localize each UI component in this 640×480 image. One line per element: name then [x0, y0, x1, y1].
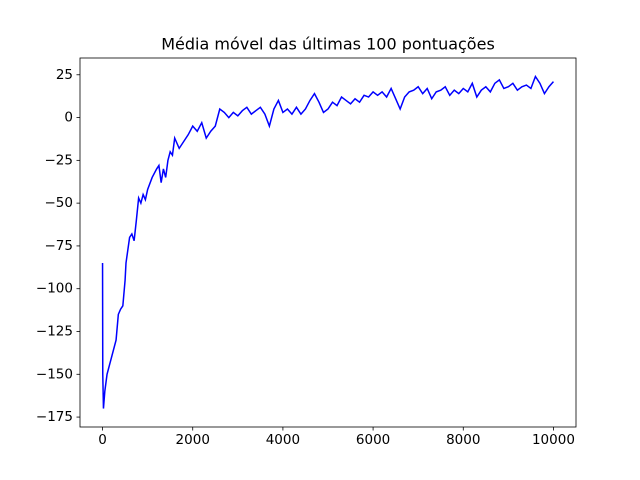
x-tick-label: 2000: [176, 432, 210, 448]
y-tick-label: 0: [64, 110, 73, 126]
y-tick-label: −75: [45, 238, 74, 254]
y-tick-label: −125: [36, 323, 73, 339]
y-tick-label: −25: [45, 152, 74, 168]
x-tick-label: 4000: [266, 432, 300, 448]
x-tick-label: 0: [98, 432, 107, 448]
y-tick-label: −175: [36, 409, 73, 425]
y-tick-label: −50: [45, 195, 74, 211]
x-tick-label: 10000: [532, 432, 575, 448]
x-tick-label: 8000: [446, 432, 480, 448]
x-tick-label: 6000: [356, 432, 390, 448]
axes-frame: [79, 57, 577, 428]
y-tick-label: 25: [56, 67, 73, 83]
y-tick-label: −100: [36, 281, 73, 297]
chart-title: Média móvel das últimas 100 pontuações: [161, 35, 495, 54]
line: [101, 74, 555, 409]
y-tick-label: −150: [36, 366, 73, 382]
